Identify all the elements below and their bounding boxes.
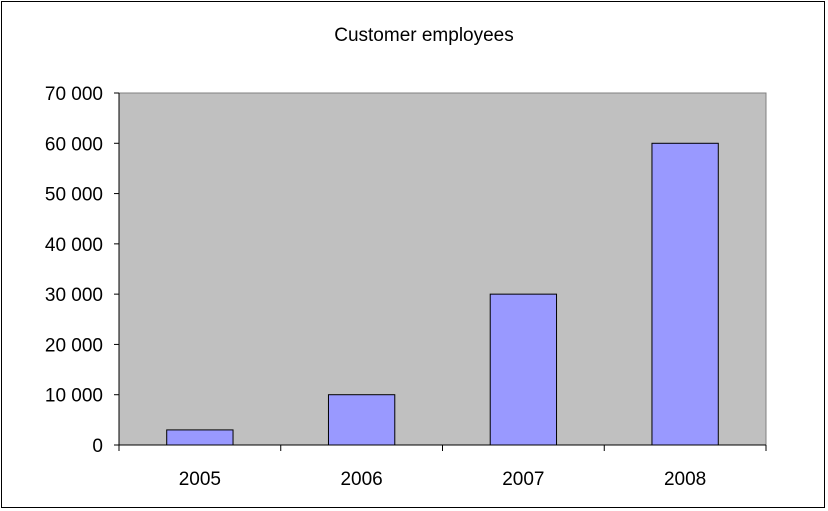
bar-2006	[327, 394, 396, 446]
bar-2005	[166, 429, 234, 446]
y-tick-label: 70 000	[45, 84, 103, 105]
x-tick-label: 2005	[179, 469, 221, 490]
x-tick-label: 2008	[664, 469, 706, 490]
x-axis: 2005 2006 2007 2008	[118, 444, 767, 490]
chart-title: Customer employees	[334, 25, 514, 46]
y-tick-label: 30 000	[45, 285, 103, 306]
x-tick-label: 2007	[502, 469, 544, 490]
x-tick-label: 2006	[340, 469, 382, 490]
bar-2008	[651, 142, 719, 446]
y-tick-label: 10 000	[45, 386, 103, 407]
y-tick-label: 60 000	[45, 134, 103, 155]
y-tick-label: 40 000	[45, 235, 103, 256]
y-tick-label: 50 000	[45, 185, 103, 206]
y-tick-label: 20 000	[45, 335, 103, 356]
bar-2007	[489, 293, 558, 446]
bar-series	[166, 142, 719, 446]
y-axis: 0 10 000 20 000 30 000 40 000 50 000 60 000 70 …	[45, 84, 120, 457]
y-tick-label: 0	[92, 436, 103, 457]
